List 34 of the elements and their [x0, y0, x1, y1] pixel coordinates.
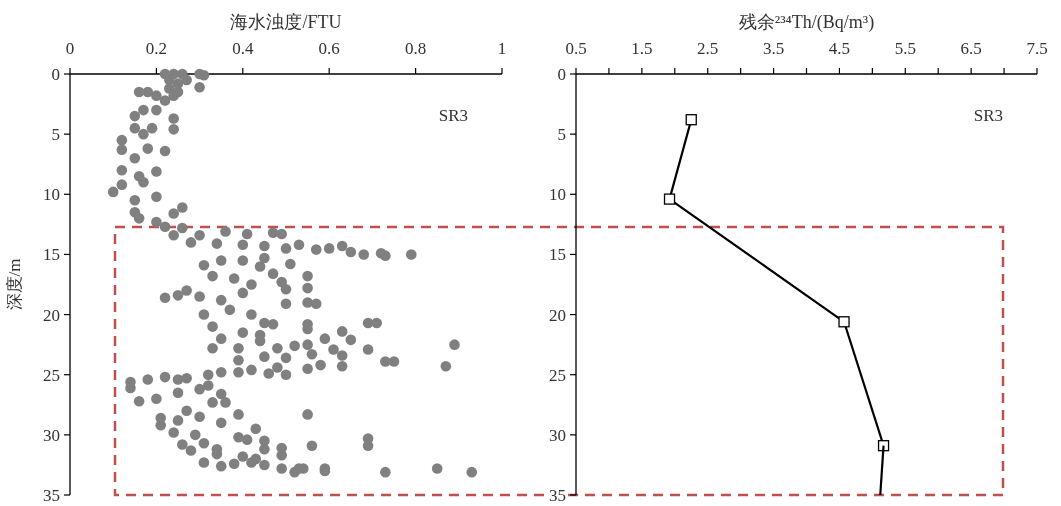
x-tick-label: 0.2	[145, 39, 168, 58]
x-tick-label: 0.4	[232, 39, 254, 58]
y-tick-label: 35	[43, 485, 60, 505]
y-tick-label: 25	[549, 365, 566, 385]
x-tick-label: 6.5	[960, 39, 982, 58]
x-tick-label: 0.5	[565, 39, 587, 58]
x-axis-title: 残余²³⁴Th/(Bq/m³)	[738, 12, 875, 33]
y-tick-label: 10	[43, 185, 60, 205]
x-tick-label: 7.5	[1026, 39, 1048, 58]
y-tick-label: 30	[43, 425, 60, 445]
y-tick-label: 0	[557, 64, 566, 84]
y-tick-label: 5	[51, 125, 60, 145]
x-tick-label: 4.5	[828, 39, 851, 58]
y-tick-label: 10	[549, 185, 566, 205]
y-tick-label: 0	[51, 64, 60, 84]
y-tick-label: 30	[549, 425, 566, 445]
y-tick-label: 20	[549, 305, 566, 325]
y-tick-label: 15	[43, 245, 60, 265]
x-tick-label: 1	[497, 39, 507, 58]
x-axis-title: 海水浊度/FTU	[230, 12, 342, 32]
x-tick-label: 1.5	[631, 39, 653, 58]
annotation: SR3	[973, 106, 1003, 125]
annotation: SR3	[438, 106, 468, 125]
y-tick-label: 5	[557, 125, 566, 145]
x-tick-label: 0	[65, 39, 75, 58]
x-tick-label: 5.5	[894, 39, 916, 58]
x-tick-label: 3.5	[762, 39, 785, 58]
x-tick-label: 2.5	[697, 39, 719, 58]
x-tick-label: 0.8	[404, 39, 427, 58]
y-tick-label: 25	[43, 365, 60, 385]
y-axis-title: 深度/m	[5, 258, 24, 311]
y-tick-label: 20	[43, 305, 60, 325]
y-tick-label: 15	[549, 245, 566, 265]
x-tick-label: 0.6	[318, 39, 340, 58]
